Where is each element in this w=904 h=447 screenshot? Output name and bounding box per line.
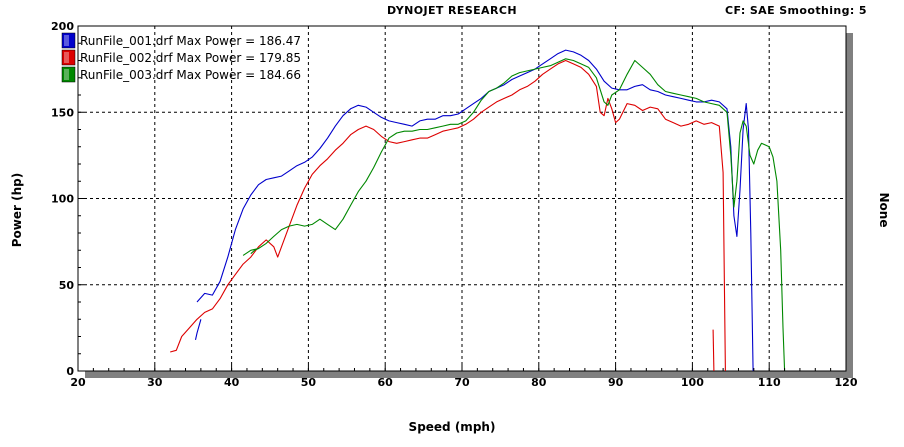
grid [78, 26, 846, 371]
x-tick-label-40: 40 [224, 376, 240, 389]
legend-swatch-1 [61, 32, 76, 49]
y-tick-label-150: 150 [51, 106, 74, 119]
legend-swatch-highlight-3 [64, 69, 69, 80]
series-line-3 [242, 58, 786, 372]
y-tick-label-0: 0 [66, 365, 74, 378]
series-lines [170, 49, 786, 372]
series-fragment-2 [194, 319, 202, 341]
axes: 20 30 40 50 60 70 80 90 100 110 120 0 50 100 150 200 [51, 20, 858, 389]
x-tick-label-80: 80 [531, 376, 547, 389]
y-tick-label-200: 200 [51, 20, 74, 33]
x-axis-label: Speed (mph) [409, 420, 496, 434]
x-tick-label-110: 110 [758, 376, 781, 389]
series-fragment-3 [712, 329, 715, 372]
legend-swatch-highlight-2 [64, 52, 69, 63]
y2-axis-label: None [877, 193, 891, 228]
correction-info: CF: SAE Smoothing: 5 [725, 4, 867, 17]
x-tick-label-120: 120 [835, 376, 858, 389]
x-tick-label-90: 90 [608, 376, 624, 389]
legend-swatch-2 [61, 49, 76, 66]
chart-title: DYNOJET RESEARCH [387, 4, 517, 17]
legend-label-1: RunFile_001.drf Max Power = 186.47 [80, 34, 301, 48]
series-fragment-1 [250, 248, 259, 255]
x-tick-label-30: 30 [147, 376, 163, 389]
x-tick-label-20: 20 [70, 376, 86, 389]
legend-label-2: RunFile_002.drf Max Power = 179.85 [80, 51, 301, 65]
x-tick-label-50: 50 [301, 376, 317, 389]
x-tick-label-60: 60 [378, 376, 394, 389]
x-tick-label-70: 70 [454, 376, 470, 389]
x-tick-label-100: 100 [681, 376, 704, 389]
series-line-2 [170, 59, 726, 372]
y-tick-label-50: 50 [59, 279, 75, 292]
legend-swatch-highlight-1 [64, 35, 69, 46]
y-axis-label: Power (hp) [10, 173, 24, 247]
legend: RunFile_001.drf Max Power = 186.47 RunFil… [61, 32, 301, 83]
y-tick-label-100: 100 [51, 193, 74, 206]
legend-label-3: RunFile_003.drf Max Power = 184.66 [80, 68, 301, 82]
legend-swatch-3 [61, 66, 76, 83]
